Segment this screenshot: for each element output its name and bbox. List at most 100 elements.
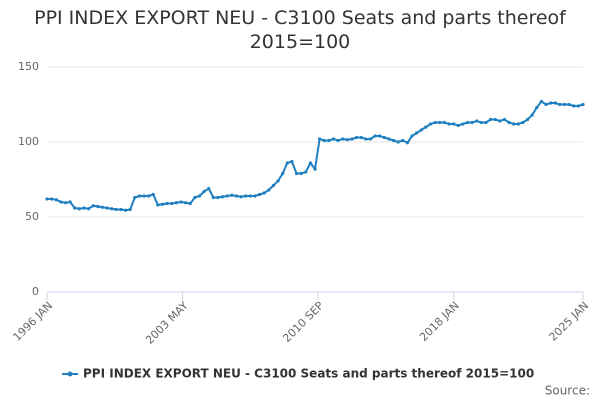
point (442, 120, 446, 125)
y-tick-label: 100 (18, 135, 39, 148)
point (257, 192, 262, 197)
point (341, 137, 345, 141)
point (207, 186, 211, 191)
point (68, 200, 72, 204)
point (281, 171, 285, 176)
point (470, 120, 474, 125)
point (530, 113, 534, 117)
point (220, 195, 225, 199)
point (405, 141, 410, 145)
point (123, 208, 128, 212)
point (359, 135, 363, 140)
point (433, 120, 437, 125)
point (151, 192, 155, 197)
point (539, 99, 544, 104)
point (521, 120, 525, 125)
point (156, 203, 160, 207)
series-line (47, 100, 584, 212)
point (276, 179, 280, 183)
point (562, 102, 567, 107)
point (391, 138, 396, 143)
y-tick-label: 150 (18, 60, 39, 73)
legend-marker (67, 371, 73, 377)
point (202, 189, 206, 194)
y-tick-label: 0 (32, 285, 39, 298)
x-tick-label: 2025 JAN (546, 299, 591, 344)
point (119, 207, 123, 212)
point (475, 119, 479, 123)
point (525, 117, 530, 122)
point (59, 200, 63, 204)
point (479, 120, 483, 125)
point (160, 202, 165, 206)
point (558, 102, 562, 107)
point (447, 122, 451, 126)
point (313, 167, 317, 171)
point (50, 197, 54, 201)
point (110, 207, 114, 211)
point (373, 134, 377, 138)
point (387, 137, 391, 141)
point (142, 194, 146, 198)
point (452, 122, 456, 126)
point (285, 161, 289, 165)
point (230, 193, 234, 197)
point (572, 104, 576, 108)
point (262, 191, 266, 195)
point (271, 183, 276, 188)
point (438, 120, 442, 125)
point (216, 195, 220, 200)
point (165, 201, 169, 206)
point (225, 194, 229, 198)
point (364, 137, 368, 141)
point (82, 206, 86, 210)
point (567, 102, 571, 107)
point (188, 201, 192, 206)
point (456, 123, 460, 128)
point (350, 137, 354, 141)
chart-title: PPI INDEX EXPORT NEU - C3100 Seats and p… (34, 7, 566, 53)
point (77, 207, 81, 211)
point (535, 105, 539, 110)
point (147, 194, 151, 198)
x-tick-label: 2010 SEP (280, 299, 326, 345)
point (336, 138, 340, 143)
point (516, 122, 520, 126)
point (234, 194, 239, 198)
legend-label: PPI INDEX EXPORT NEU - C3100 Seats and p… (83, 367, 534, 381)
point (419, 128, 423, 132)
point (484, 120, 488, 125)
point (493, 117, 497, 122)
point (294, 171, 299, 176)
point (396, 140, 400, 144)
point (318, 137, 322, 141)
point (179, 200, 183, 204)
point (507, 120, 511, 125)
point (465, 120, 470, 125)
point (184, 201, 188, 205)
point (331, 137, 336, 141)
point (114, 207, 118, 212)
x-tick-label: 2003 MAY (143, 299, 191, 347)
point (299, 171, 303, 176)
point (73, 206, 77, 210)
point (170, 201, 174, 206)
point (248, 194, 252, 198)
point (553, 101, 557, 105)
point (197, 194, 202, 198)
point (54, 198, 58, 202)
point (128, 207, 132, 212)
point (267, 188, 271, 192)
point (401, 138, 405, 143)
point (428, 122, 433, 126)
point (461, 122, 465, 126)
point (502, 117, 507, 122)
point (345, 138, 349, 142)
point (133, 195, 137, 200)
point (105, 206, 109, 210)
point (378, 134, 382, 138)
point (488, 117, 493, 122)
point (424, 125, 428, 129)
